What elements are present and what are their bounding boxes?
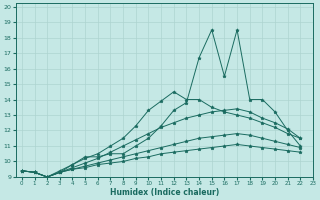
X-axis label: Humidex (Indice chaleur): Humidex (Indice chaleur) <box>110 188 219 197</box>
